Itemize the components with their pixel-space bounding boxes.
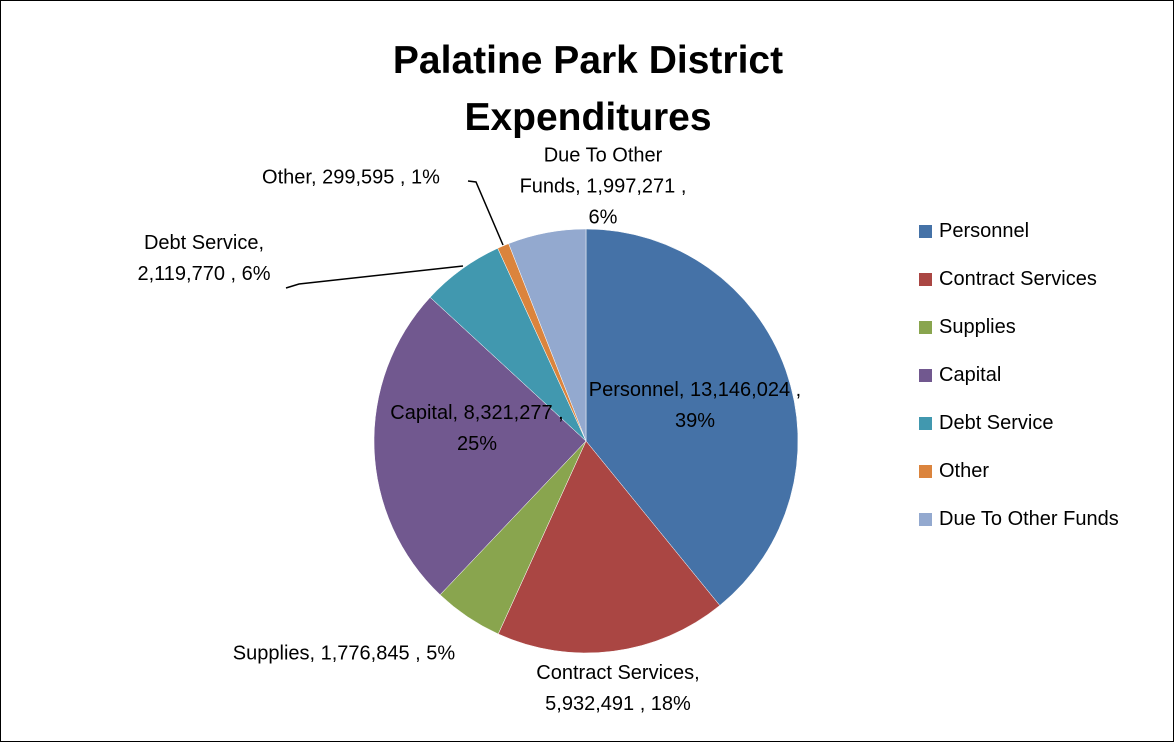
data-label: Due To Other Funds, 1,997,271 , 6% — [519, 144, 687, 229]
pie-slice — [508, 228, 587, 442]
data-label: Debt Service, 2,119,770 , 6% — [137, 232, 271, 285]
data-label: Supplies, 1,776,845 , 5% — [232, 642, 456, 665]
legend-label: Capital — [939, 364, 1002, 386]
chart-title: Palatine Park District Expenditures — [392, 39, 784, 139]
data-label: Capital, 8,321,277 , 25% — [390, 402, 564, 455]
leader-line — [285, 265, 464, 289]
legend-swatch — [919, 273, 932, 286]
pie-slice — [497, 440, 721, 654]
legend-swatch — [919, 465, 932, 478]
data-label: Personnel, 13,146,024 , 39% — [588, 379, 802, 432]
pie-slice — [585, 228, 799, 606]
leader-line — [467, 180, 504, 246]
legend-swatch — [919, 225, 932, 238]
legend-label: Contract Services — [939, 268, 1097, 290]
legend-label: Personnel — [939, 220, 1030, 242]
legend-label: Debt Service — [939, 412, 1054, 434]
legend-label: Due To Other Funds — [939, 508, 1119, 530]
data-label: Other, 299,595 , 1% — [262, 166, 440, 189]
legend-swatch — [919, 321, 932, 334]
legend-swatch — [919, 369, 932, 382]
legend-swatch — [919, 513, 932, 526]
data-label: Contract Services, 5,932,491 , 18% — [536, 662, 700, 715]
legend-swatch — [919, 417, 932, 430]
pie-slice — [373, 296, 587, 596]
legend-label: Supplies — [939, 316, 1016, 338]
legend-label: Other — [939, 460, 990, 482]
